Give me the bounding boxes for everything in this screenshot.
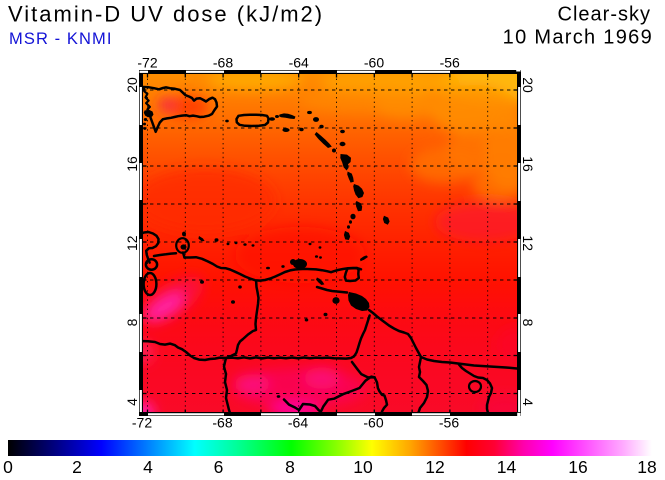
svg-text:-72: -72 [132, 415, 152, 431]
svg-text:16: 16 [520, 156, 536, 172]
svg-text:12: 12 [425, 457, 444, 477]
svg-text:8: 8 [285, 457, 295, 477]
svg-text:14: 14 [497, 457, 517, 477]
svg-text:16: 16 [124, 156, 140, 172]
svg-text:-56: -56 [439, 415, 459, 431]
svg-text:10 March 1969: 10 March 1969 [503, 27, 653, 49]
svg-text:-64: -64 [289, 55, 309, 71]
svg-text:-68: -68 [213, 55, 233, 71]
svg-text:-56: -56 [440, 55, 460, 71]
svg-text:10: 10 [353, 457, 373, 477]
svg-text:MSR - KNMI: MSR - KNMI [9, 30, 113, 48]
svg-text:4: 4 [520, 398, 536, 406]
svg-text:6: 6 [214, 457, 224, 477]
svg-text:-60: -60 [364, 55, 384, 71]
svg-text:12: 12 [520, 235, 536, 251]
svg-text:8: 8 [520, 319, 536, 327]
svg-text:18: 18 [637, 457, 656, 477]
svg-text:20: 20 [124, 77, 140, 93]
svg-text:4: 4 [143, 457, 153, 477]
svg-text:20: 20 [520, 77, 536, 93]
svg-text:2: 2 [72, 457, 82, 477]
svg-text:4: 4 [124, 398, 140, 406]
svg-text:8: 8 [124, 318, 140, 326]
svg-text:-68: -68 [212, 415, 232, 431]
svg-text:12: 12 [124, 235, 140, 251]
svg-text:Vitamin-D UV dose (kJ/m2): Vitamin-D UV dose (kJ/m2) [8, 2, 324, 27]
svg-text:16: 16 [568, 457, 587, 477]
svg-text:0: 0 [3, 457, 13, 477]
svg-text:-60: -60 [363, 415, 383, 431]
svg-text:-72: -72 [137, 55, 157, 71]
svg-text:-64: -64 [288, 415, 308, 431]
svg-text:Clear-sky: Clear-sky [558, 3, 651, 25]
